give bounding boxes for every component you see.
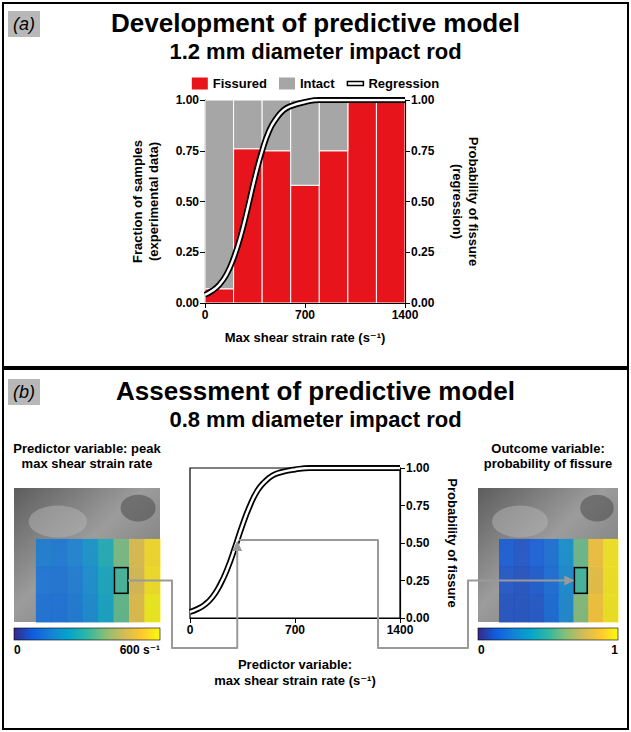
html-text:Predictor variable: peak max s: Predictor variable: peak max shear strai… xyxy=(13,441,161,471)
svg-text:0: 0 xyxy=(202,308,209,322)
svg-text:Regression: Regression xyxy=(368,76,439,91)
svg-text:0: 0 xyxy=(14,643,21,657)
svg-text:Predictor variable:: Predictor variable: xyxy=(238,657,352,672)
svg-text:0.75: 0.75 xyxy=(406,499,430,513)
svg-text:1400: 1400 xyxy=(392,308,419,322)
html-text:Assessment of predictive model: Assessment of predictive model xyxy=(116,376,515,406)
svg-text:0.75: 0.75 xyxy=(176,144,200,158)
svg-text:0: 0 xyxy=(187,623,194,637)
svg-text:Max shear strain rate (s⁻¹): Max shear strain rate (s⁻¹) xyxy=(225,330,386,345)
svg-text:max shear strain rate (s⁻¹): max shear strain rate (s⁻¹) xyxy=(214,673,375,688)
html-text:0.8 mm diameter impact rod: 0.8 mm diameter impact rod xyxy=(169,407,462,432)
svg-text:0.50: 0.50 xyxy=(406,536,430,550)
svg-text:0.25: 0.25 xyxy=(176,245,200,259)
svg-text:Probability of fissure: Probability of fissure xyxy=(445,478,460,607)
svg-text:1400: 1400 xyxy=(387,623,414,637)
svg-text:0.00: 0.00 xyxy=(411,296,435,310)
html-text:1.2 mm diameter impact rod: 1.2 mm diameter impact rod xyxy=(169,39,462,64)
svg-text:(regression): (regression) xyxy=(450,164,465,239)
svg-text:0.00: 0.00 xyxy=(176,296,200,310)
svg-text:1.00: 1.00 xyxy=(411,93,435,107)
svg-text:Fissured: Fissured xyxy=(213,76,267,91)
svg-text:0.50: 0.50 xyxy=(411,195,435,209)
svg-text:600 s⁻¹: 600 s⁻¹ xyxy=(120,643,160,657)
svg-text:0.50: 0.50 xyxy=(176,195,200,209)
svg-text:700: 700 xyxy=(285,623,305,637)
svg-text:Probability of fissure: Probability of fissure xyxy=(466,137,481,266)
svg-text:700: 700 xyxy=(295,308,315,322)
svg-text:(experimental data): (experimental data) xyxy=(146,142,161,261)
svg-text:0.00: 0.00 xyxy=(406,611,430,625)
svg-text:0.25: 0.25 xyxy=(406,574,430,588)
svg-text:0.75: 0.75 xyxy=(411,144,435,158)
svg-text:1.00: 1.00 xyxy=(406,461,430,475)
svg-text:0.25: 0.25 xyxy=(411,245,435,259)
svg-text:1.00: 1.00 xyxy=(176,93,200,107)
html-text:(b): (b) xyxy=(13,382,35,402)
html-text:(a): (a) xyxy=(13,14,35,34)
svg-text:Intact: Intact xyxy=(300,76,335,91)
svg-text:0: 0 xyxy=(478,643,485,657)
html-text:Outcome variable: probability: Outcome variable: probability of fissure xyxy=(483,441,613,471)
svg-text:1: 1 xyxy=(611,643,618,657)
html-text:Development of predictive mode: Development of predictive model xyxy=(111,8,520,38)
svg-text:Fraction of samples: Fraction of samples xyxy=(130,140,145,263)
